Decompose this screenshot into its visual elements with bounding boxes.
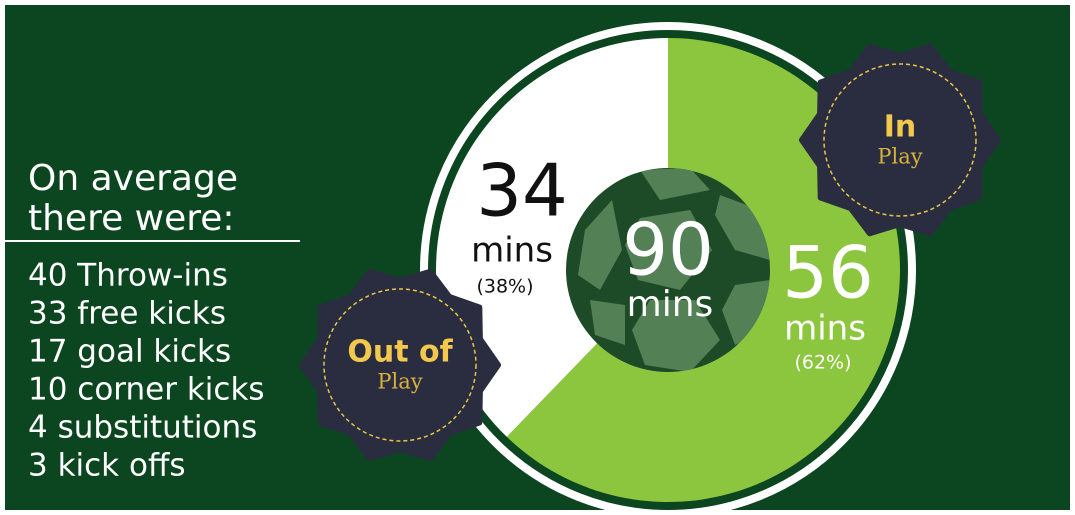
segment-percent: (38%) — [476, 276, 533, 298]
stat-item: 10 corner kicks — [28, 372, 265, 408]
segment-value: 34 — [476, 149, 568, 233]
stat-item: 40 Throw-ins — [28, 258, 228, 294]
intro-line: On average — [28, 158, 238, 199]
badge-subtitle: Play — [377, 370, 422, 394]
badge — [299, 268, 501, 462]
stat-item: 3 kick offs — [28, 448, 185, 484]
segment-unit: mins — [784, 309, 866, 349]
intro-line: there were: — [28, 198, 235, 239]
intro: On average there were: — [28, 158, 238, 239]
segment-percent: (62%) — [794, 352, 851, 374]
badge — [799, 43, 1001, 237]
segment-value: 56 — [782, 231, 874, 315]
total-unit: mins — [627, 284, 714, 325]
badge-stitch — [323, 288, 477, 442]
outer-ring — [420, 22, 916, 515]
stat-item: 33 free kicks — [28, 296, 226, 332]
segment-unit: mins — [471, 231, 553, 271]
badge-title: Out of — [347, 335, 453, 370]
badge-title: In — [884, 110, 917, 145]
badge-subtitle: Play — [877, 145, 922, 169]
badge-stitch — [823, 63, 977, 217]
stat-item: 4 substitutions — [28, 410, 257, 446]
total-value: 90 — [622, 208, 714, 292]
pie-slice — [435, 38, 668, 437]
stat-item: 17 goal kicks — [28, 334, 231, 370]
